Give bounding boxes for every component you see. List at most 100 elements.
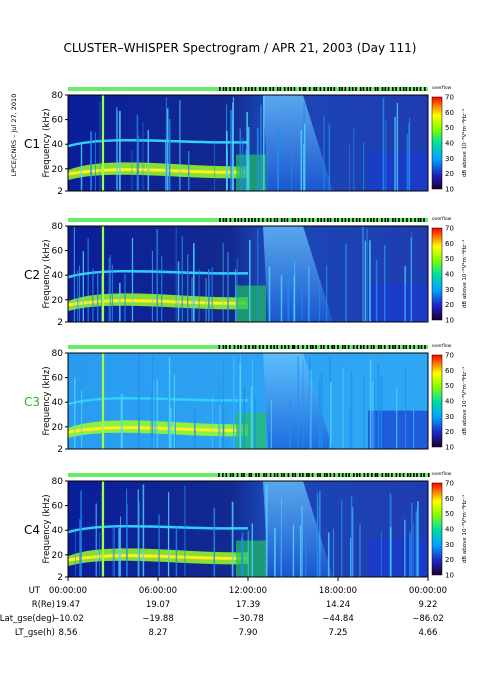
orbit-row-label: LT_gse(h) [15,628,55,638]
harmonic-band [67,524,249,534]
mode-strip-tick [333,473,336,477]
mode-strip-tick [219,218,221,222]
mode-strip-tick [297,345,299,349]
mode-strip-tick [251,87,253,91]
mode-strip-tick [376,218,378,222]
mode-strip-tick [304,87,307,91]
y-tick-label: 60 [52,247,64,257]
chart-title: CLUSTER–WHISPER Spectrogram / APR 21, 20… [64,41,417,55]
orbit-row: LT_gse(h) 8.56 8.27 7.90 7.25 4.66 [15,628,438,638]
mode-strip-tick [245,87,247,91]
mode-strip-tick [402,218,404,222]
mode-strip-tick [383,345,386,349]
mode-strip [68,218,428,222]
mode-strip-tick [294,218,296,222]
mode-strip-tick [331,345,333,349]
y-axis-label: Frequency (kHz) [42,108,52,177]
mode-strip-tick [413,87,415,91]
colorbar-tick-label: 40 [445,140,454,148]
mode-strip-tick [402,345,405,349]
mode-strip-tick [262,345,264,349]
mode-strip-tick [287,345,290,349]
mode-strip-tick [291,218,294,222]
late-emission [368,410,428,449]
colorbar-top-label: overflow [432,343,452,349]
mode-strip-tick [373,218,375,222]
mode-strip-tick [409,473,412,477]
colorbar-tick-label: 30 [445,155,454,163]
colorbar-tick-label: 60 [445,240,454,248]
orbit-row: R(Re) 19.47 19.07 17.39 14.24 9.22 [32,600,438,610]
mode-strip-tick [287,87,289,91]
mode-strip-tick [222,345,225,349]
mode-strip-tick [420,345,423,349]
mode-strip-tick [363,473,366,477]
mode-strip-tick [218,473,220,477]
mode-strip-tick [369,87,371,91]
mode-strip-tick [392,87,394,91]
mode-strip-tick [326,473,328,477]
y-tick-label: 80 [52,222,64,232]
mode-strip-tick [293,87,296,91]
colorbar-tick-label: 70 [445,225,454,233]
spectrogram-axes [67,352,429,450]
panel-label: C2 [24,268,40,282]
y-tick-label: 60 [52,116,64,126]
mode-strip-tick [276,345,278,349]
x-tick-label: 00:00:00 [409,586,447,596]
mode-strip-tick [374,87,377,91]
mode-strip-tick [310,345,312,349]
panel-frame [67,225,429,323]
mode-strip-tick [308,87,311,91]
colorbar-scale [431,227,443,321]
colorbar-top-label: overflow [432,216,452,222]
harmonic-band [67,138,249,148]
mode-strip-tick [219,87,221,91]
mode-strip-tick [370,218,372,222]
mode-strip-tick [270,345,272,349]
mode-strip-tick [329,218,332,222]
panel-c1: 80 60 40 20 2 Frequency (kHz)C1 overflow 70 60 50… [24,85,468,197]
mode-strip-tick [338,473,340,477]
mode-strip-tick [407,473,409,477]
colorbar-tick-label: 20 [445,556,454,564]
panel-c3: 80 60 40 20 2 Frequency (kHz)C3 overflow 70 60 50… [24,343,468,455]
mode-strip-tick [358,218,361,222]
y-tick-label: 40 [52,526,64,536]
mode-strip-tick [302,345,304,349]
mode-strip-tick [222,218,225,222]
mode-strip-tick [363,218,365,222]
x-tick-label: 06:00:00 [139,586,177,596]
emission-fan [263,226,333,322]
mode-strip-tick [308,218,311,222]
mode-strip-tick [243,473,245,477]
colorbar-tick-label: 50 [445,510,454,518]
transition-region [236,285,266,322]
mode-strip-tick [250,473,253,477]
x-axis-label: UT [29,586,41,596]
mode-strip-tick [371,473,373,477]
mode-strip [68,473,430,477]
mode-strip-tick [341,218,343,222]
mode-strip-tick [348,218,350,222]
x-tick-label: 00:00:00 [49,586,87,596]
mode-strip-tick [276,473,279,477]
mode-strip-tick [248,218,250,222]
colorbar-tick-label: 60 [445,495,454,503]
mode-strip-tick [424,87,426,91]
mode-strip-tick [337,218,339,222]
mode-strip-tick [413,345,415,349]
orbit-value: 4.66 [419,628,438,638]
colorbar-scale [431,354,443,448]
mode-strip-tick [334,218,336,222]
orbit-value: 9.22 [419,600,438,610]
x-tick-label: 18:00:00 [319,586,357,596]
colorbar-tick-label: 70 [445,94,454,102]
late-emission [368,283,428,322]
mode-strip-tick [366,345,369,349]
mode-strip-tick [337,345,339,349]
mode-strip-tick [362,87,365,91]
y-axis-label: Frequency (kHz) [42,366,52,435]
y-tick-label: 2 [57,318,63,328]
mode-strip-tick [315,87,318,91]
